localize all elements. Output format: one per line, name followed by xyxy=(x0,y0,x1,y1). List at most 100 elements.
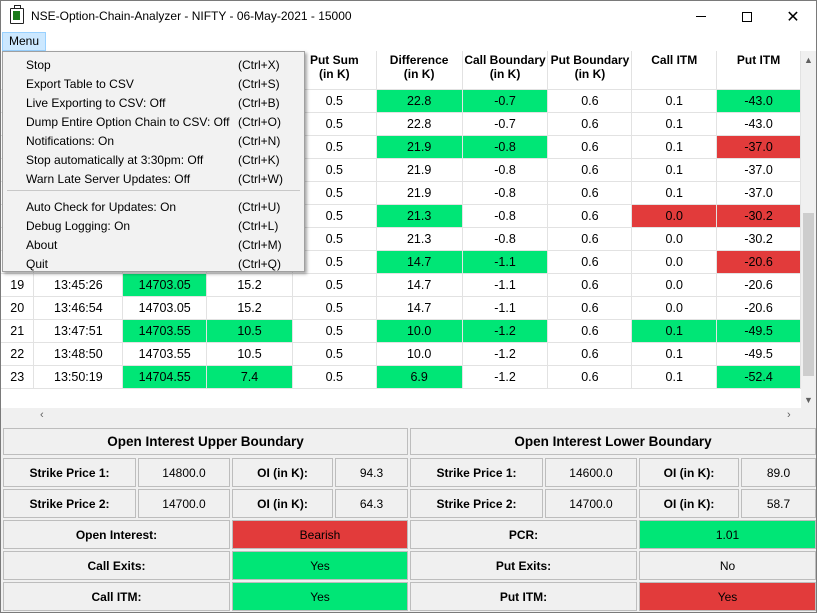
table-cell: 21 xyxy=(1,319,35,343)
table-cell: 0.1 xyxy=(631,319,718,343)
table-cell: 15.2 xyxy=(206,273,293,297)
scroll-down-icon[interactable]: ▼ xyxy=(804,395,813,405)
table-cell: 14703.55 xyxy=(122,319,208,343)
column-header-put-boundary[interactable]: Put Boundary (in K) xyxy=(547,51,633,90)
menu-item-auto-stop[interactable]: Stop automatically at 3:30pm: Off (Ctrl+K… xyxy=(26,153,280,167)
menu-item-warn-late[interactable]: Warn Late Server Updates: Off (Ctrl+W) xyxy=(26,172,283,186)
scroll-right-icon[interactable]: › xyxy=(787,409,791,421)
table-row[interactable]: 21 13:47:51 14703.55 10.5 0.5 10.0 -1.2 0.6 0.1-… xyxy=(1,319,801,343)
table-row[interactable]: 22 13:48:50 14703.55 10.5 0.5 10.0 -1.2 0.6 0.1-… xyxy=(1,342,801,366)
menu-item-notifications[interactable]: Notifications: On (Ctrl+N) xyxy=(26,134,281,148)
table-cell: 0.1 xyxy=(631,365,718,389)
horizontal-scrollbar[interactable]: ‹ › xyxy=(1,408,801,424)
table-cell: 0.5 xyxy=(292,204,377,228)
table-row[interactable]: 19 13:45:26 14703.05 15.2 0.5 14.7 -1.1 0.6 0.0-… xyxy=(1,273,801,297)
lower-oi2-value: 58.7 xyxy=(741,489,816,518)
column-header-put-itm[interactable]: Put ITM xyxy=(716,51,801,90)
close-button[interactable]: ✕ xyxy=(770,1,816,32)
table-cell: 10.0 xyxy=(376,342,463,366)
table-cell: 21.3 xyxy=(376,227,463,251)
lower-boundary-title: Open Interest Lower Boundary xyxy=(410,428,816,455)
table-cell: -37.0 xyxy=(716,158,801,182)
menu-item-auto-update[interactable]: Auto Check for Updates: On (Ctrl+U) xyxy=(26,200,281,214)
table-cell: -43.0 xyxy=(716,89,801,113)
menu-item-stop[interactable]: Stop (Ctrl+X) xyxy=(26,58,280,72)
table-row[interactable]: 20 13:46:54 14703.05 15.2 0.5 14.7 -1.1 0.6 0.0-… xyxy=(1,296,801,320)
put-itm-label: Put ITM: xyxy=(410,582,637,611)
table-cell: 0.6 xyxy=(547,158,633,182)
table-cell: 0.1 xyxy=(631,181,718,205)
maximize-button[interactable] xyxy=(724,1,770,32)
column-header-put-sum[interactable]: Put Sum (in K) xyxy=(292,51,377,90)
table-cell: -1.1 xyxy=(462,296,549,320)
table-cell: -43.0 xyxy=(716,112,801,136)
table-cell: 0.0 xyxy=(631,250,718,274)
table-cell: 13:48:50 xyxy=(33,342,124,366)
table-cell: 14.7 xyxy=(376,296,463,320)
table-cell: 0.0 xyxy=(631,204,718,228)
table-cell: 6.9 xyxy=(376,365,463,389)
table-cell: -1.1 xyxy=(462,273,549,297)
table-cell: 13:47:51 xyxy=(33,319,124,343)
pcr-label: PCR: xyxy=(410,520,637,549)
table-cell: -0.8 xyxy=(462,181,549,205)
table-cell: -1.2 xyxy=(462,365,549,389)
upper-strike2-value: 14700.0 xyxy=(138,489,230,518)
table-cell: 13:45:26 xyxy=(33,273,124,297)
scrollbar-thumb[interactable] xyxy=(803,213,814,376)
scroll-left-icon[interactable]: ‹ xyxy=(40,409,44,421)
menu-button[interactable]: Menu xyxy=(2,32,46,51)
table-cell: -20.6 xyxy=(716,273,801,297)
menu-item-dump-chain[interactable]: Dump Entire Option Chain to CSV: Off (Ctr… xyxy=(26,115,281,129)
upper-strike2-label: Strike Price 2: xyxy=(3,489,136,518)
column-header-call-boundary[interactable]: Call Boundary (in K) xyxy=(462,51,549,90)
menu-item-about[interactable]: About (Ctrl+M) xyxy=(26,238,282,252)
table-cell: 0.5 xyxy=(292,89,377,113)
table-cell: 0.6 xyxy=(547,296,633,320)
table-cell: 21.3 xyxy=(376,204,463,228)
upper-oi2-label: OI (in K): xyxy=(232,489,333,518)
call-exits-label: Call Exits: xyxy=(3,551,230,580)
window-title: NSE-Option-Chain-Analyzer - NIFTY - 06-M… xyxy=(31,9,352,23)
table-cell: 0.6 xyxy=(547,112,633,136)
table-cell: 0.6 xyxy=(547,250,633,274)
table-cell: -52.4 xyxy=(716,365,801,389)
upper-strike1-label: Strike Price 1: xyxy=(3,458,136,487)
table-cell: 14.7 xyxy=(376,273,463,297)
upper-boundary-title: Open Interest Upper Boundary xyxy=(3,428,408,455)
menu-bar: Menu xyxy=(1,32,816,51)
table-cell: 0.5 xyxy=(292,250,377,274)
maximize-icon xyxy=(742,11,752,22)
minimize-button[interactable] xyxy=(678,1,724,32)
table-row[interactable]: 23 13:50:19 14704.55 7.4 0.5 6.9 -1.2 0.6 0.1 -52… xyxy=(1,365,801,389)
lower-strike1-label: Strike Price 1: xyxy=(410,458,543,487)
table-cell: 0.6 xyxy=(547,204,633,228)
title-bar: NSE-Option-Chain-Analyzer - NIFTY - 06-M… xyxy=(1,1,816,32)
table-cell: 21.9 xyxy=(376,135,463,159)
table-cell: -49.5 xyxy=(716,319,801,343)
menu-item-export-csv[interactable]: Export Table to CSV (Ctrl+S) xyxy=(26,77,280,91)
table-cell: 13:46:54 xyxy=(33,296,124,320)
menu-item-debug-logging[interactable]: Debug Logging: On (Ctrl+L) xyxy=(26,219,279,233)
column-header-difference[interactable]: Difference (in K) xyxy=(376,51,463,90)
table-cell: -49.5 xyxy=(716,342,801,366)
menu-item-live-export[interactable]: Live Exporting to CSV: Off (Ctrl+B) xyxy=(26,96,280,110)
table-cell: 0.5 xyxy=(292,319,377,343)
table-cell: 0.1 xyxy=(631,112,718,136)
table-cell: 0.6 xyxy=(547,273,633,297)
lower-oi1-label: OI (in K): xyxy=(639,458,739,487)
table-cell: 0.6 xyxy=(547,365,633,389)
call-itm-label: Call ITM: xyxy=(3,582,230,611)
column-header-call-itm[interactable]: Call ITM xyxy=(631,51,718,90)
minimize-icon xyxy=(696,16,706,17)
table-cell: 19 xyxy=(1,273,35,297)
menu-dropdown: Stop (Ctrl+X) Export Table to CSV (Ctrl+S)… xyxy=(2,51,305,272)
table-cell: 22.8 xyxy=(376,89,463,113)
table-cell: 0.1 xyxy=(631,135,718,159)
table-cell: -20.6 xyxy=(716,250,801,274)
scroll-up-icon[interactable]: ▲ xyxy=(804,55,813,65)
menu-item-quit[interactable]: Quit (Ctrl+Q) xyxy=(26,257,281,271)
vertical-scrollbar[interactable]: ▲ ▼ xyxy=(801,51,816,408)
table-cell: 14703.05 xyxy=(122,296,208,320)
